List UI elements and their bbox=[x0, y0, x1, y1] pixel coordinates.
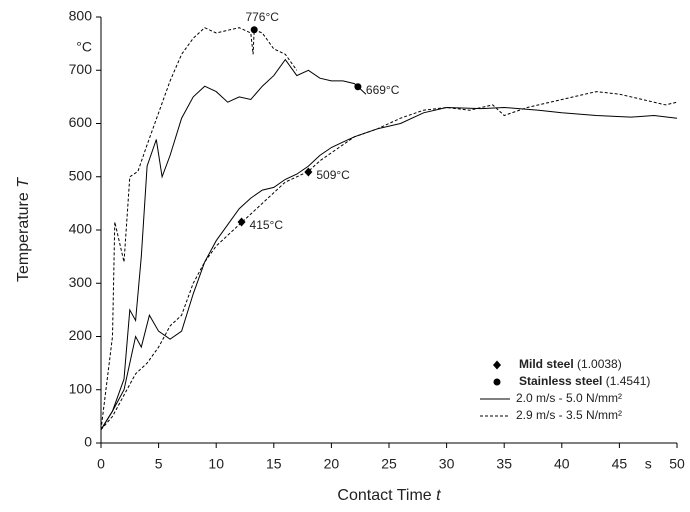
y-tick-label: 0 bbox=[84, 434, 92, 450]
y-tick-label: 500 bbox=[69, 167, 93, 183]
y-label-text: Temperature bbox=[15, 192, 32, 282]
x-tick-label: 30 bbox=[439, 456, 455, 472]
marker-diamond bbox=[304, 167, 313, 177]
legend-label: 2.9 m/s - 3.5 N/mm² bbox=[516, 408, 622, 422]
y-tick-label: 100 bbox=[69, 380, 93, 396]
marker-circle bbox=[250, 26, 258, 34]
y-tick-label: 200 bbox=[69, 327, 93, 343]
legend-text: Stainless steel (1.4541) bbox=[519, 374, 650, 388]
marker-circle bbox=[493, 378, 501, 386]
x-label-text: Contact Time bbox=[337, 487, 431, 504]
y-tick-label: 800 bbox=[69, 8, 93, 24]
y-unit: °C bbox=[76, 38, 92, 54]
y-tick-label: 400 bbox=[69, 221, 93, 237]
series-line bbox=[100, 58, 367, 430]
legend-label: (1.0038) bbox=[577, 357, 622, 371]
x-tick-label: 35 bbox=[496, 456, 512, 472]
x-tick-label: 10 bbox=[208, 456, 224, 472]
x-tick-label: 20 bbox=[324, 456, 340, 472]
y-tick-label: 700 bbox=[69, 61, 93, 77]
y-tick-label: 300 bbox=[69, 274, 93, 290]
x-tick-label: 15 bbox=[266, 456, 282, 472]
legend-text: 2.0 m/s - 5.0 N/mm² bbox=[516, 391, 622, 405]
point-label: 669°C bbox=[366, 83, 400, 97]
legend-bold: Stainless steel bbox=[519, 374, 602, 388]
x-tick-label: 45 bbox=[612, 456, 628, 472]
series-line bbox=[100, 106, 678, 430]
marker-diamond bbox=[493, 360, 501, 370]
x-tick-label: 40 bbox=[554, 456, 570, 472]
x-tick-label: 5 bbox=[155, 456, 163, 472]
y-axis-label: Temperature T bbox=[15, 177, 32, 282]
point-label: 415°C bbox=[250, 218, 284, 232]
x-unit: s bbox=[645, 456, 652, 472]
legend-label: (1.4541) bbox=[606, 374, 651, 388]
point-label: 776°C bbox=[245, 10, 279, 24]
marker-diamond bbox=[237, 217, 246, 227]
point-label: 509°C bbox=[316, 168, 350, 182]
x-axis-label: Contact Time t bbox=[337, 487, 441, 504]
series-line bbox=[100, 27, 298, 430]
y-label-var: T bbox=[15, 177, 32, 188]
series-line bbox=[100, 91, 678, 431]
legend-text: 2.9 m/s - 3.5 N/mm² bbox=[516, 408, 622, 422]
x-label-var: t bbox=[436, 487, 441, 504]
legend-bold: Mild steel bbox=[519, 357, 574, 371]
x-tick-label: 50 bbox=[669, 456, 685, 472]
marker-circle bbox=[354, 83, 362, 91]
x-tick-label: 0 bbox=[97, 456, 105, 472]
legend-text: Mild steel (1.0038) bbox=[519, 357, 622, 371]
y-tick-label: 600 bbox=[69, 114, 93, 130]
legend-label: 2.0 m/s - 5.0 N/mm² bbox=[516, 391, 622, 405]
x-tick-label: 25 bbox=[381, 456, 397, 472]
